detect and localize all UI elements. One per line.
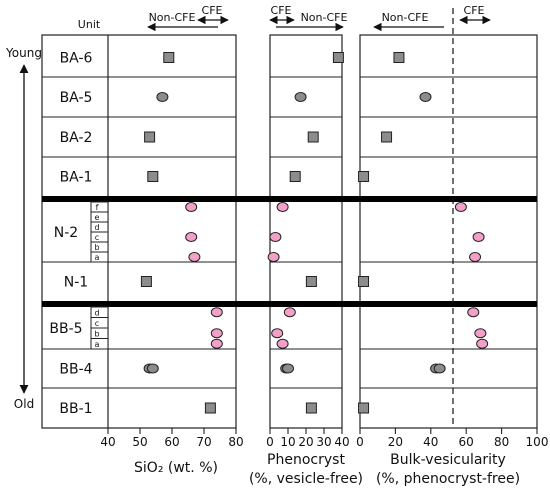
data-point-square <box>332 52 344 63</box>
data-point-square <box>163 52 175 63</box>
unit-label-ba2: BA-2 <box>60 130 93 146</box>
unit-rows <box>42 76 537 389</box>
subunit-label-bb5-d: d <box>94 308 99 317</box>
pheno-non-cfe-label: Non-CFE <box>301 11 348 24</box>
group-separator <box>42 301 537 307</box>
data-point-circle-gray <box>419 92 432 102</box>
tick-label: 40 <box>334 435 349 449</box>
data-point-square <box>358 402 370 414</box>
data-markers <box>140 52 489 414</box>
data-point-circle-pink <box>283 307 296 318</box>
tick-label: 50 <box>132 435 147 449</box>
data-point-circle-pink <box>472 232 485 242</box>
vesicularity-frame <box>359 34 538 429</box>
tick-label: 0 <box>266 435 274 449</box>
data-point-square <box>358 171 370 182</box>
data-point-square <box>358 276 370 287</box>
unit-label-bb4: BB-4 <box>59 362 92 378</box>
data-point-circle-pink <box>185 232 198 242</box>
tick-label: 80 <box>494 435 509 449</box>
data-point-circle-pink <box>276 338 289 349</box>
sio2-non-cfe-label: Non-CFE <box>149 11 196 24</box>
data-point-circle-gray <box>433 363 446 374</box>
data-point-square <box>144 131 156 143</box>
data-point-circle-pink <box>469 252 482 262</box>
tick-label: 100 <box>526 435 549 449</box>
unit-label-ba6: BA-6 <box>60 51 93 67</box>
data-point-circle-pink <box>269 232 282 242</box>
axis-ticks: 40 50 60 70 80 0 10 20 30 40 0 20 40 60 80 100 <box>100 428 548 449</box>
unit-label-ba5: BA-5 <box>60 90 93 106</box>
data-point-circle-gray <box>294 92 307 102</box>
unit-sio2-frame <box>41 34 237 429</box>
data-point-circle-pink <box>210 307 223 318</box>
data-point-circle-pink <box>210 328 223 339</box>
group-separators <box>42 196 537 307</box>
unit-label-bb1: BB-1 <box>59 401 92 417</box>
tick-label: 60 <box>164 435 179 449</box>
data-point-circle-pink <box>271 328 284 339</box>
data-point-circle-pink <box>185 202 198 212</box>
data-point-circle-pink <box>210 338 223 349</box>
tick-label: 40 <box>100 435 115 449</box>
subunit-label-bb5-b: b <box>94 329 99 338</box>
data-point-square <box>393 52 405 63</box>
subunit-label-n2-f: f <box>96 203 99 212</box>
ves-non-cfe-label: Non-CFE <box>382 11 429 24</box>
tick-label: 40 <box>423 435 438 449</box>
pheno-cfe-label: CFE <box>271 4 292 17</box>
data-point-circle-pink <box>276 202 289 212</box>
tick-label: 70 <box>196 435 211 449</box>
data-point-circle-pink <box>188 252 201 262</box>
old-label: Old <box>14 397 34 411</box>
subunit-label-bb5-c: c <box>95 319 99 328</box>
tick-label: 0 <box>356 435 364 449</box>
phenocryst-axis-label: Phenocryst <box>267 452 345 468</box>
tick-label: 60 <box>459 435 474 449</box>
tick-label: 20 <box>298 435 313 449</box>
subunit-label-bb5-a: a <box>95 340 100 349</box>
data-point-square <box>381 131 393 143</box>
unit-labels: BA-6 BA-5 BA-2 BA-1 N-2 N-1 BB-5 BB-4 BB-1 <box>49 51 92 418</box>
data-point-circle-gray <box>282 363 294 374</box>
unit-label-ba1: BA-1 <box>60 170 93 186</box>
data-point-square <box>289 171 301 182</box>
subunit-label-n2-c: c <box>95 233 99 242</box>
data-point-circle-pink <box>474 328 487 339</box>
unit-label-n2: N-2 <box>54 225 78 241</box>
data-point-circle-pink <box>476 338 489 349</box>
tick-label: 10 <box>280 435 295 449</box>
phenocryst-axis-sublabel: (%, vesicle-free) <box>249 471 363 487</box>
subunit-label-n2-a: a <box>95 253 100 262</box>
young-label: Young <box>5 46 42 60</box>
data-point-circle-pink <box>267 252 280 262</box>
tick-label: 80 <box>228 435 243 449</box>
data-point-square <box>307 131 319 143</box>
subunit-label-n2-b: b <box>94 243 99 252</box>
sio2-axis-label: SiO₂ (wt. %) <box>134 460 218 476</box>
unit-header: Unit <box>78 18 101 31</box>
data-point-square <box>305 276 317 287</box>
vesicularity-axis-label: Bulk-vesicularity <box>390 452 506 468</box>
group-separator <box>42 196 537 202</box>
data-point-circle-gray <box>146 363 159 374</box>
unit-label-bb5: BB-5 <box>49 321 82 337</box>
data-point-square <box>204 402 216 414</box>
tick-label: 30 <box>316 435 331 449</box>
data-point-circle-gray <box>156 92 169 102</box>
tick-label: 20 <box>388 435 403 449</box>
unit-label-n1: N-1 <box>64 275 88 291</box>
subunit-label-n2-d: d <box>94 223 99 232</box>
data-point-square <box>140 276 152 287</box>
data-point-circle-pink <box>454 202 467 212</box>
vesicularity-axis-sublabel: (%, phenocryst-free) <box>376 471 520 487</box>
sio2-cfe-label: CFE <box>202 4 223 17</box>
data-point-square <box>147 171 159 182</box>
data-point-circle-pink <box>467 307 480 318</box>
subunit-label-n2-e: e <box>95 213 100 222</box>
data-point-square <box>305 402 317 414</box>
ves-cfe-label: CFE <box>464 4 485 17</box>
